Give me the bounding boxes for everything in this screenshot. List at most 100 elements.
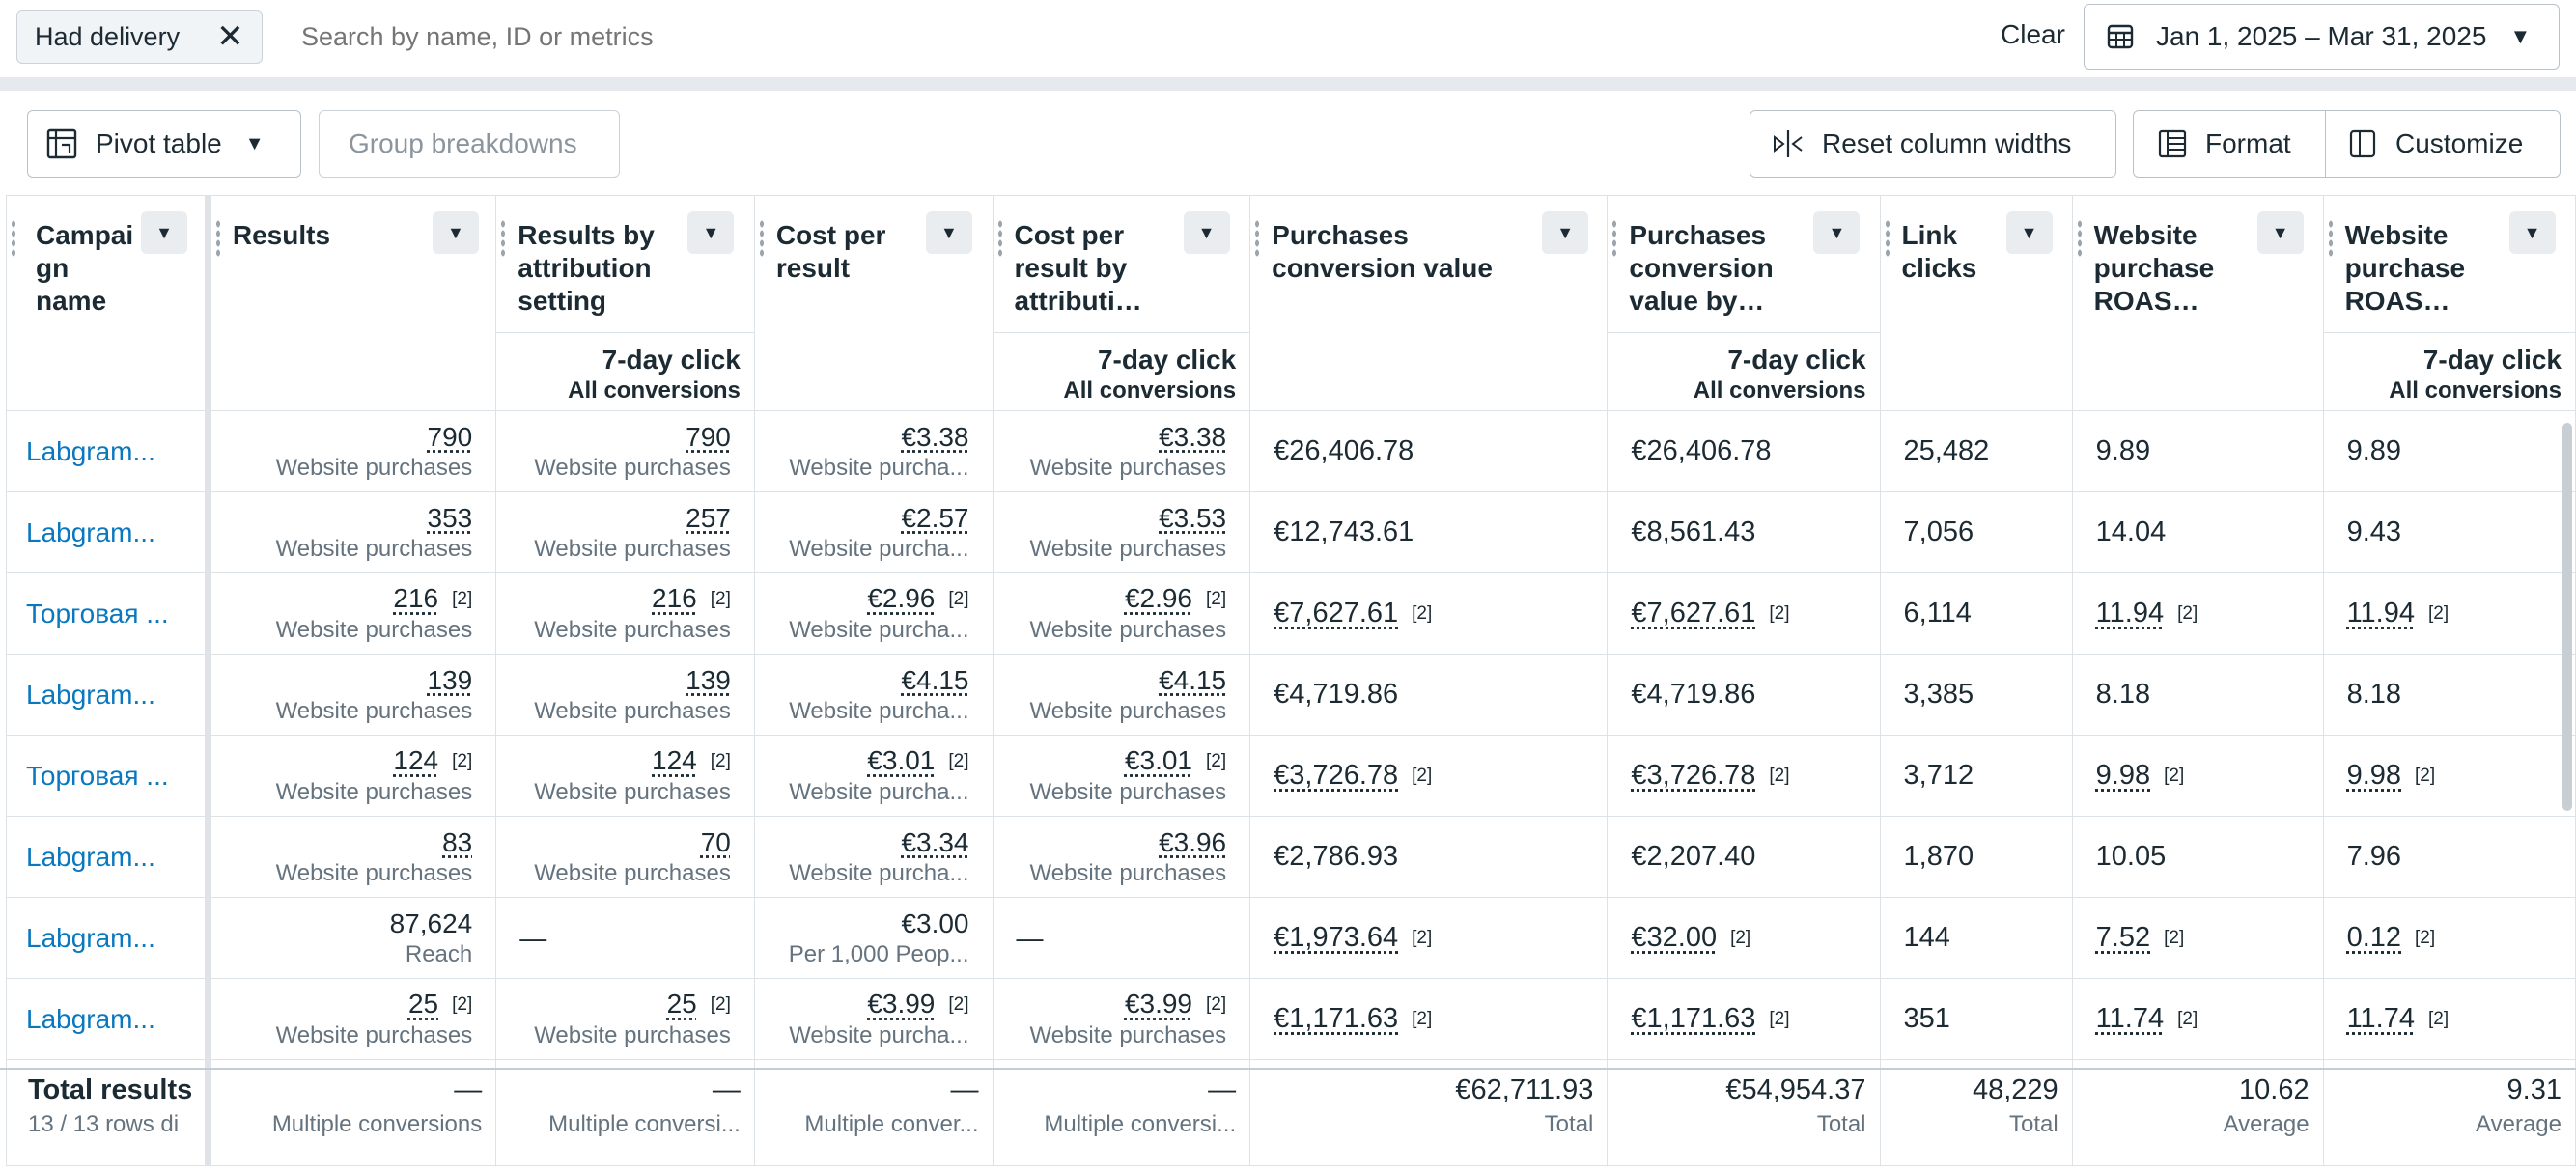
- metric-value[interactable]: €3.01: [1124, 744, 1193, 775]
- drag-handle-icon[interactable]: [1884, 219, 1890, 258]
- column-menu-button[interactable]: ▼: [432, 211, 479, 254]
- metric-value[interactable]: 139: [686, 664, 731, 695]
- footnote-marker[interactable]: [2]: [452, 589, 473, 610]
- column-menu-button[interactable]: ▼: [1542, 211, 1589, 254]
- footnote-marker[interactable]: [2]: [948, 589, 969, 610]
- column-header[interactable]: Website purchase ROAS… ▼: [2071, 195, 2324, 411]
- campaign-name-cell[interactable]: Labgram...: [6, 816, 211, 898]
- metric-value[interactable]: €8,561.43: [1631, 516, 1756, 547]
- drag-handle-icon[interactable]: [11, 219, 16, 258]
- pivot-table-button[interactable]: Pivot table ▼: [27, 110, 301, 178]
- metric-value[interactable]: 6,114: [1903, 598, 1972, 628]
- metric-value[interactable]: €3.99: [867, 988, 936, 1019]
- campaign-name-cell[interactable]: Labgram...: [6, 897, 211, 979]
- footnote-marker[interactable]: [2]: [1412, 603, 1433, 625]
- drag-handle-icon[interactable]: [500, 219, 507, 258]
- column-menu-button[interactable]: ▼: [141, 211, 187, 254]
- metric-value[interactable]: 216: [393, 582, 439, 613]
- metric-cell[interactable]: €3.99 [2] Website purchases: [992, 978, 1251, 1060]
- metric-value[interactable]: 3,385: [1903, 679, 1974, 710]
- metric-value[interactable]: 25,482: [1903, 435, 1990, 466]
- column-menu-button[interactable]: ▼: [2256, 211, 2304, 254]
- metric-value[interactable]: 8.18: [2095, 679, 2151, 710]
- footnote-marker[interactable]: [2]: [710, 994, 731, 1016]
- metric-cell[interactable]: 790 Website purchases: [495, 410, 755, 492]
- metric-value[interactable]: €3.99: [1124, 988, 1193, 1019]
- metric-cell[interactable]: 124 [2] Website purchases: [495, 735, 755, 817]
- metric-cell[interactable]: 353 Website purchases: [207, 491, 497, 573]
- clear-button[interactable]: Clear: [2001, 19, 2065, 49]
- table-row[interactable]: Labgram... 353 Website purchases 257 Website…: [6, 491, 2576, 573]
- metric-value[interactable]: €3,726.78: [1274, 760, 1399, 791]
- table-row[interactable]: Labgram... 25 [2] Website purchases 25 [2] Web…: [6, 978, 2576, 1060]
- metric-value[interactable]: €3.00: [901, 907, 969, 938]
- footnote-marker[interactable]: [2]: [1412, 928, 1433, 949]
- drag-handle-icon[interactable]: [996, 219, 1003, 258]
- footnote-marker[interactable]: [2]: [1769, 766, 1790, 787]
- metric-cell[interactable]: 70 Website purchases: [495, 816, 755, 898]
- metric-cell[interactable]: €4.15 Website purchases: [992, 654, 1251, 736]
- metric-cell[interactable]: €3.53 Website purchases: [992, 491, 1251, 573]
- metric-value[interactable]: 790: [686, 421, 731, 452]
- campaign-name-cell[interactable]: Labgram...: [6, 978, 211, 1060]
- footnote-marker[interactable]: [2]: [948, 751, 969, 772]
- metric-cell[interactable]: €3.96 Website purchases: [992, 816, 1251, 898]
- campaign-name-link[interactable]: Labgram...: [26, 435, 155, 466]
- metric-value[interactable]: 3,712: [1903, 760, 1974, 791]
- metric-value[interactable]: €2.96: [867, 582, 936, 613]
- metric-value[interactable]: 11.94: [2346, 598, 2415, 628]
- footnote-marker[interactable]: [2]: [2177, 1009, 2198, 1030]
- metric-value[interactable]: 7.52: [2095, 922, 2151, 953]
- metric-cell[interactable]: 25 [2] Website purchases: [207, 978, 497, 1060]
- metric-cell[interactable]: €3.34 Website purcha...: [753, 816, 994, 898]
- metric-value[interactable]: €2.96: [1124, 582, 1193, 613]
- metric-value[interactable]: 7.96: [2346, 841, 2402, 872]
- footnote-marker[interactable]: [2]: [710, 589, 731, 610]
- metric-cell[interactable]: €4.15 Website purcha...: [753, 654, 994, 736]
- metric-value[interactable]: €2.57: [901, 502, 969, 533]
- column-header[interactable]: Cost per result ▼: [753, 195, 994, 411]
- metric-value[interactable]: 124: [393, 744, 439, 775]
- metric-value[interactable]: €2,207.40: [1631, 841, 1756, 872]
- table-row[interactable]: Labgram... 139 Website purchases 139 Website…: [6, 654, 2576, 736]
- metric-value[interactable]: 144: [1903, 922, 1950, 953]
- column-header[interactable]: Results by attribution setting ▼: [495, 195, 755, 333]
- campaign-name-cell[interactable]: Торговая ...: [6, 572, 211, 655]
- metric-value[interactable]: 790: [427, 421, 473, 452]
- footnote-marker[interactable]: [2]: [1206, 589, 1227, 610]
- metric-cell[interactable]: €2.96 [2] Website purcha...: [753, 572, 994, 655]
- campaign-name-link[interactable]: Торговая ...: [26, 598, 169, 628]
- campaign-name-link[interactable]: Labgram...: [26, 1003, 155, 1034]
- campaign-name-cell[interactable]: Labgram...: [6, 410, 211, 492]
- column-menu-button[interactable]: ▼: [925, 211, 972, 254]
- campaign-name-link[interactable]: Labgram...: [26, 922, 155, 953]
- footnote-marker[interactable]: [2]: [2164, 766, 2185, 787]
- metric-cell[interactable]: 25 [2] Website purchases: [495, 978, 755, 1060]
- metric-value[interactable]: 353: [427, 502, 473, 533]
- footnote-marker[interactable]: [2]: [948, 994, 969, 1016]
- metric-value[interactable]: €12,743.61: [1274, 516, 1414, 547]
- metric-value[interactable]: 25: [407, 988, 439, 1019]
- table-row[interactable]: Торговая ... 216 [2] Website purchases 216 [2…: [6, 572, 2576, 655]
- metric-value[interactable]: €3,726.78: [1631, 760, 1756, 791]
- footnote-marker[interactable]: [2]: [1412, 1009, 1433, 1030]
- metric-cell[interactable]: 216 [2] Website purchases: [495, 572, 755, 655]
- metric-value[interactable]: 124: [652, 744, 697, 775]
- metric-value[interactable]: 1,870: [1903, 841, 1974, 872]
- reset-column-widths-button[interactable]: Reset column widths: [1750, 110, 2116, 178]
- vertical-scrollbar[interactable]: [2562, 423, 2572, 811]
- metric-value[interactable]: 83: [442, 826, 473, 857]
- metric-value[interactable]: 10.05: [2095, 841, 2167, 872]
- metric-cell[interactable]: €3.01 [2] Website purchases: [992, 735, 1251, 817]
- column-header[interactable]: Cost per result by attributi… ▼: [992, 195, 1251, 333]
- metric-cell[interactable]: 139 Website purchases: [207, 654, 497, 736]
- metric-cell[interactable]: €2.96 [2] Website purchases: [992, 572, 1251, 655]
- metric-value[interactable]: €3.38: [1159, 421, 1227, 452]
- metric-value[interactable]: 11.94: [2095, 598, 2165, 628]
- metric-value[interactable]: 11.74: [2346, 1003, 2415, 1034]
- metric-value[interactable]: 257: [686, 502, 731, 533]
- metric-value[interactable]: €1,171.63: [1274, 1003, 1399, 1034]
- metric-value[interactable]: €3.53: [1159, 502, 1227, 533]
- drag-handle-icon[interactable]: [2076, 219, 2083, 258]
- drag-handle-icon[interactable]: [214, 219, 221, 258]
